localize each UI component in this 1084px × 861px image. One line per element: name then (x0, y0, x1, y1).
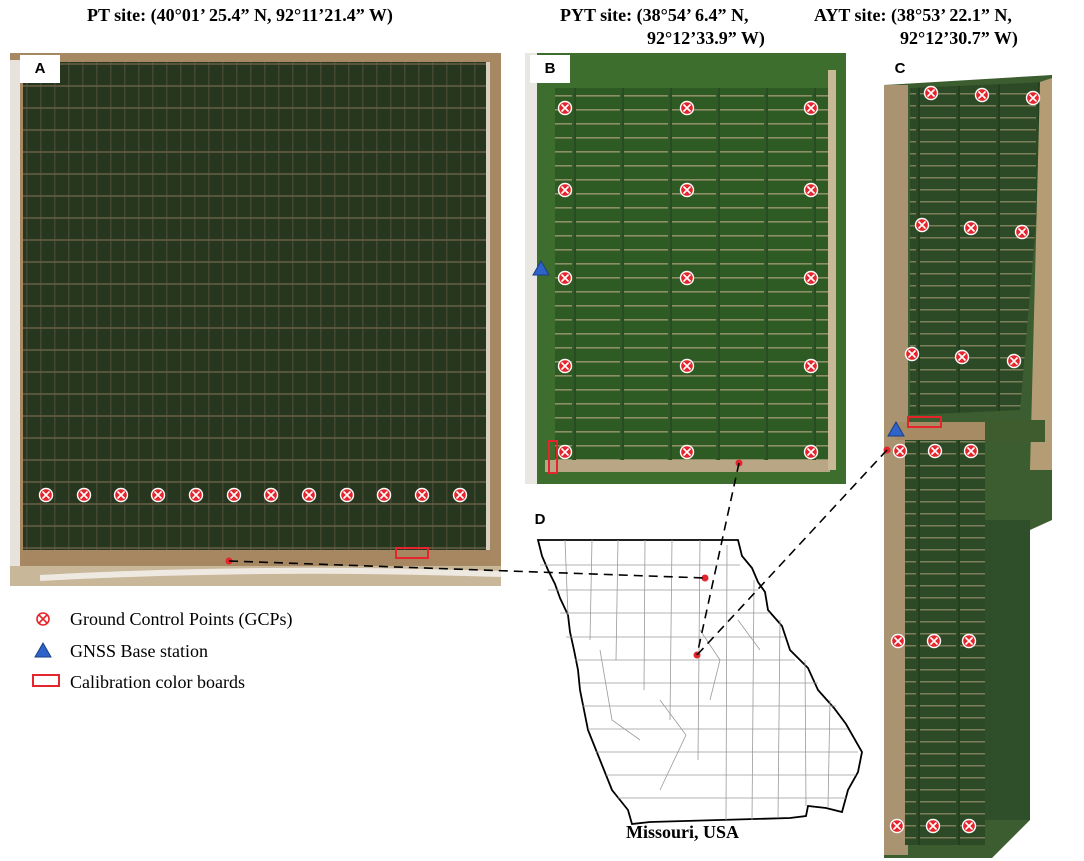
pyt-calibration-board (548, 440, 558, 474)
pt-calibration-board (395, 547, 429, 559)
legend-gnss-label: GNSS Base station (70, 641, 209, 661)
ayt-site-title-line2: 92°12’30.7” W) (900, 28, 1018, 48)
pyt-aerial-image (525, 53, 846, 484)
panel-label-b: B (530, 55, 570, 83)
ayt-site-title-line1: AYT site: (38°53’ 22.1” N, (814, 5, 1012, 25)
map-caption: Missouri, USA (626, 822, 740, 842)
ayt-aerial-image (884, 75, 1052, 858)
legend-gcp-label: Ground Control Points (GCPs) (70, 609, 293, 629)
map-dot-north (701, 574, 709, 582)
ayt-gnss-base (887, 420, 905, 437)
triangle-icon (34, 641, 52, 658)
pt-site-title: PT site: (40°01’ 25.4” N, 92°11’21.4” W) (87, 5, 393, 25)
pyt-site-title-line2: 92°12’33.9” W) (647, 28, 765, 48)
rectangle-outline-icon (32, 674, 60, 687)
pt-aerial-image (10, 53, 502, 586)
legend-calib-label: Calibration color boards (70, 672, 245, 692)
panel-label-a: A (20, 55, 60, 83)
gcp-legend-icon (36, 612, 50, 626)
pyt-site-title-line1: PYT site: (38°54’ 6.4” N, (560, 5, 749, 25)
ayt-calibration-board (907, 416, 942, 428)
panel-label-c: C (880, 55, 920, 83)
pyt-gnss-base (532, 259, 550, 276)
panel-label-d: D (534, 511, 546, 528)
leader-lines (228, 449, 888, 656)
missouri-map (536, 539, 863, 825)
